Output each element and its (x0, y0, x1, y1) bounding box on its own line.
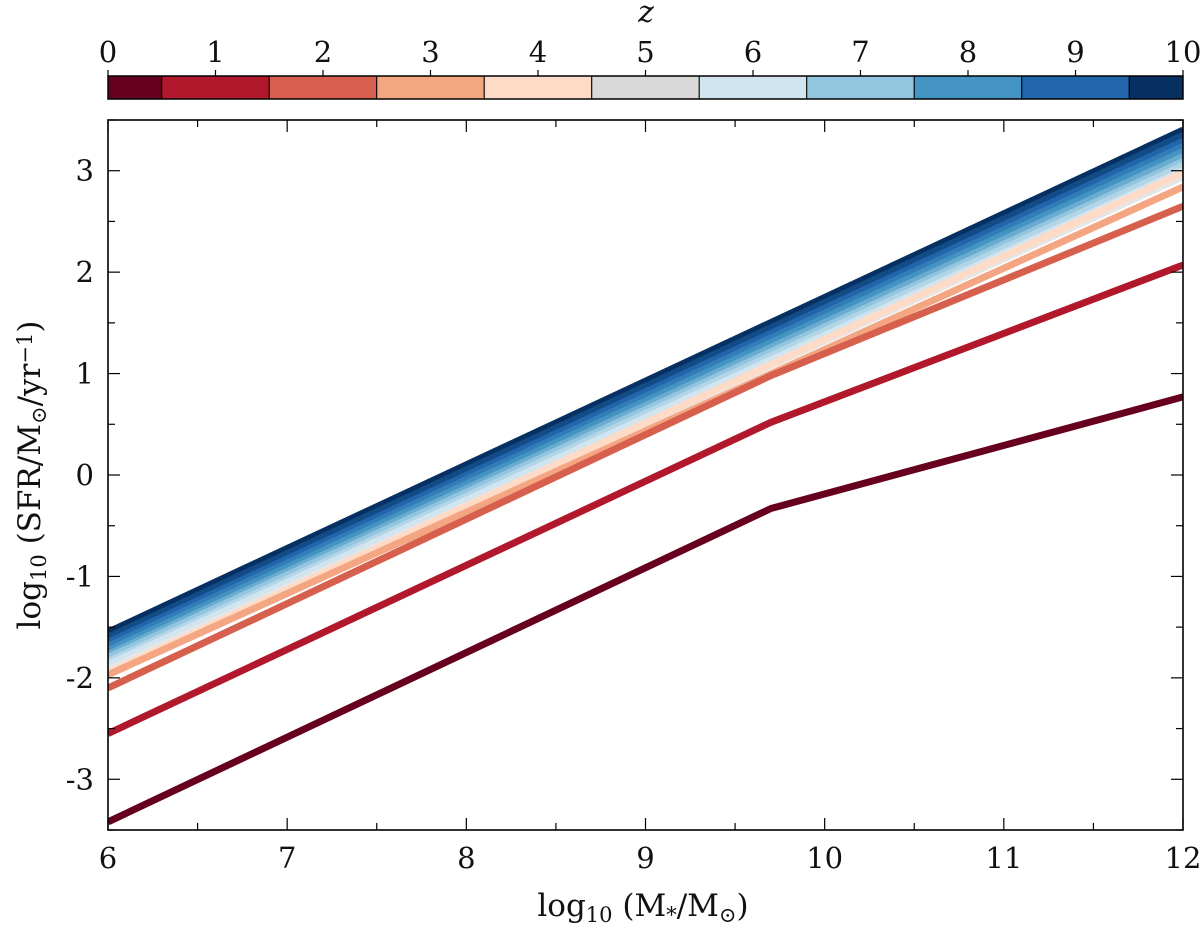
colorbar-tick-label: 2 (314, 35, 332, 69)
x-tick-label: 12 (1165, 841, 1200, 875)
x-tick-label: 7 (278, 841, 296, 875)
y-axis-label: log10 (SFR/M⊙/yr−1) (12, 321, 51, 630)
y-axis-label-sun: ⊙ (27, 406, 51, 424)
x-axis-label-sun: ⊙ (719, 903, 737, 927)
colorbar-tick-label: 4 (529, 35, 547, 69)
colorbar-segment (1128, 75, 1184, 100)
colorbar-tick-label: 8 (959, 35, 977, 69)
y-tick-label: -2 (66, 661, 94, 695)
y-axis-label-log: log (12, 581, 48, 629)
colorbar-segment (913, 75, 1023, 100)
series-line-z-8.5 (108, 143, 1183, 650)
y-axis-label-close: ) (12, 321, 48, 333)
colorbar-segment (698, 75, 808, 100)
series-line-z-0 (108, 393, 1183, 826)
x-axis-label-log: log (537, 888, 585, 924)
y-axis-label-sub: 10 (27, 554, 51, 581)
y-tick-label: 1 (76, 357, 94, 391)
colorbar-segment (268, 75, 378, 100)
axes (107, 119, 1184, 831)
x-tick-label: 6 (99, 841, 117, 875)
colorbar-tick-label: 3 (421, 35, 439, 69)
colorbar-label: z (637, 0, 654, 30)
y-tick-label: -3 (66, 762, 94, 796)
y-tick-label: 2 (76, 255, 94, 289)
y-tick-label: 3 (76, 154, 94, 188)
colorbar-tick-label: 6 (744, 35, 762, 69)
colorbar-tick-label: 10 (1165, 35, 1200, 69)
series-layer (108, 126, 1183, 826)
colorbar-segment (483, 75, 593, 100)
colorbar-segment (1021, 75, 1130, 100)
x-tick-label: 11 (985, 841, 1022, 875)
x-tick-label: 8 (457, 841, 475, 875)
y-axis-label-open: (SFR/M (12, 424, 48, 554)
series-line-z-7 (108, 158, 1183, 661)
x-axis-label: log10 (M*/M⊙) (537, 888, 748, 927)
x-axis-label-close: ) (737, 888, 749, 924)
x-axis-label-open: (M (613, 888, 667, 924)
y-axis-label-sup: −1 (13, 333, 37, 364)
colorbar-segment (806, 75, 915, 100)
x-axis-label-mid: /M (677, 888, 719, 924)
colorbar-tick-label: 0 (99, 35, 117, 69)
colorbar-tick-label: 7 (851, 35, 869, 69)
colorbar-segment (376, 75, 485, 100)
series-line-z-9 (108, 138, 1183, 646)
series-line-z-10 (108, 126, 1183, 636)
y-tick-label: -1 (66, 559, 94, 593)
x-axis-label-star: * (666, 903, 677, 927)
x-tick-label: 10 (806, 841, 843, 875)
colorbar-tick-label: 1 (206, 35, 224, 69)
x-tick-label: 9 (636, 841, 654, 875)
series-lines (108, 126, 1183, 826)
colorbar (107, 75, 1184, 100)
x-axis-label-sub: 10 (586, 903, 613, 927)
series-line-z-1 (108, 261, 1183, 737)
series-line-z-2 (108, 202, 1183, 692)
colorbar-segment (591, 75, 700, 100)
colorbar-tick-label: 5 (636, 35, 654, 69)
colorbar-segment (107, 75, 163, 100)
series-line-z-8 (108, 148, 1183, 654)
series-line-z-4 (108, 169, 1183, 676)
y-axis-label-mid: /yr (12, 363, 48, 406)
colorbar-tick-label: 9 (1066, 35, 1084, 69)
colorbar-ticks: 0 1 2 3 4 5 6 7 8 9 10 (99, 35, 1200, 76)
y-tick-label: 0 (76, 458, 94, 492)
series-line-z-9.5 (108, 132, 1183, 641)
colorbar-segment (161, 75, 270, 100)
